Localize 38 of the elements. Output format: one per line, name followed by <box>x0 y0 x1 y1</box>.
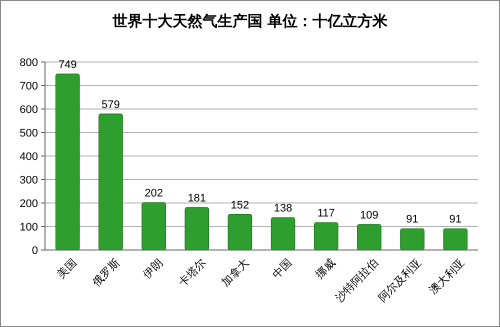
y-tick-label: 300 <box>20 174 38 186</box>
y-tick-label: 200 <box>20 198 38 210</box>
y-tick-label: 400 <box>20 150 38 163</box>
data-label: 579 <box>102 98 120 111</box>
x-tick-label: 美国 <box>54 256 80 282</box>
bar <box>228 214 252 250</box>
data-label: 152 <box>230 199 250 212</box>
bar <box>270 217 296 250</box>
data-label: 91 <box>406 214 418 226</box>
x-tick-label: 中国 <box>270 256 295 282</box>
bar <box>98 114 123 250</box>
data-label: 202 <box>144 188 163 200</box>
bar <box>55 74 80 250</box>
data-label: 109 <box>360 209 378 222</box>
bar <box>357 224 382 250</box>
y-tick-label: 700 <box>20 80 38 92</box>
y-tick-label: 800 <box>20 56 38 69</box>
bar <box>142 202 166 250</box>
data-label: 749 <box>58 58 77 71</box>
x-tick-label: 加拿大 <box>218 256 252 289</box>
data-label: 91 <box>449 214 462 226</box>
x-tick-label: 澳大利亚 <box>426 256 467 297</box>
bar <box>184 207 210 250</box>
y-tick-label: 0 <box>32 244 38 257</box>
x-tick-label: 伊朗 <box>140 256 166 282</box>
bar <box>314 222 338 250</box>
x-tick-label: 挪威 <box>312 256 338 282</box>
bar <box>400 228 424 250</box>
chart-title: 世界十大天然气生产国 单位：十亿立方米 <box>111 12 389 30</box>
x-tick-label: 俄罗斯 <box>90 256 122 289</box>
data-label: 181 <box>188 192 206 204</box>
bar <box>443 228 468 250</box>
data-label: 117 <box>317 208 335 220</box>
y-tick-label: 100 <box>20 221 38 234</box>
y-tick-label: 500 <box>20 127 38 140</box>
y-tick-label: 600 <box>20 104 38 116</box>
x-tick-label: 卡塔尔 <box>176 256 208 289</box>
data-label: 138 <box>274 202 292 215</box>
